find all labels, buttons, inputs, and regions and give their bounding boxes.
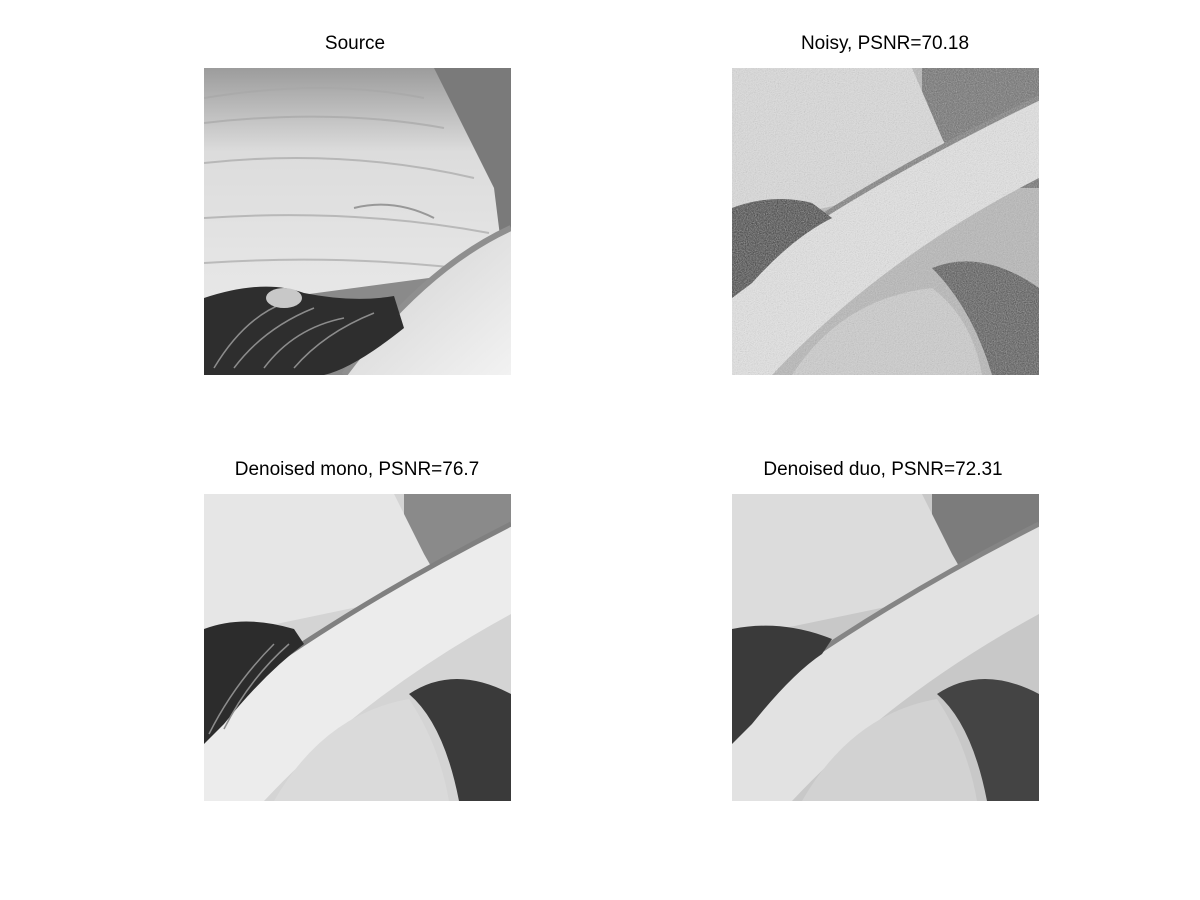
source-image <box>204 68 511 375</box>
denoised-duo-title: Denoised duo, PSNR=72.31 <box>763 459 1003 480</box>
noisy-title: Noisy, PSNR=70.18 <box>800 33 970 54</box>
noisy-image <box>732 68 1039 375</box>
source-title: Source <box>324 33 386 54</box>
denoised-mono-title: Denoised mono, PSNR=76.7 <box>234 459 480 480</box>
denoised-duo-image <box>732 494 1039 801</box>
denoised-mono-image <box>204 494 511 801</box>
